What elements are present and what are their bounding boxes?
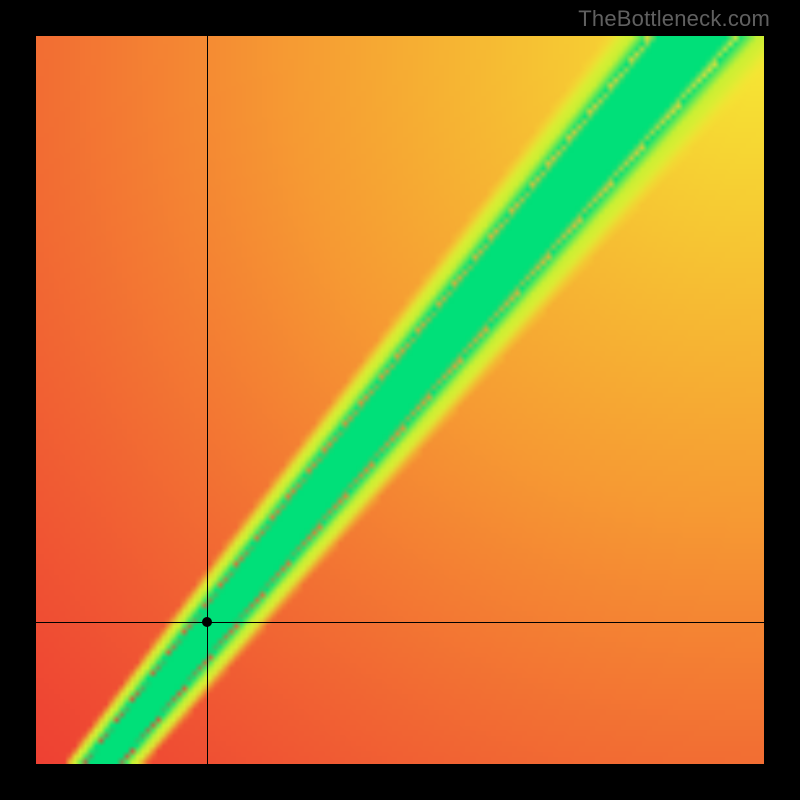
watermark-text: TheBottleneck.com	[578, 6, 770, 32]
crosshair-vertical	[207, 36, 208, 764]
plot-area	[36, 36, 764, 764]
crosshair-marker	[202, 617, 212, 627]
crosshair-horizontal	[36, 622, 764, 623]
heatmap-canvas	[36, 36, 764, 764]
